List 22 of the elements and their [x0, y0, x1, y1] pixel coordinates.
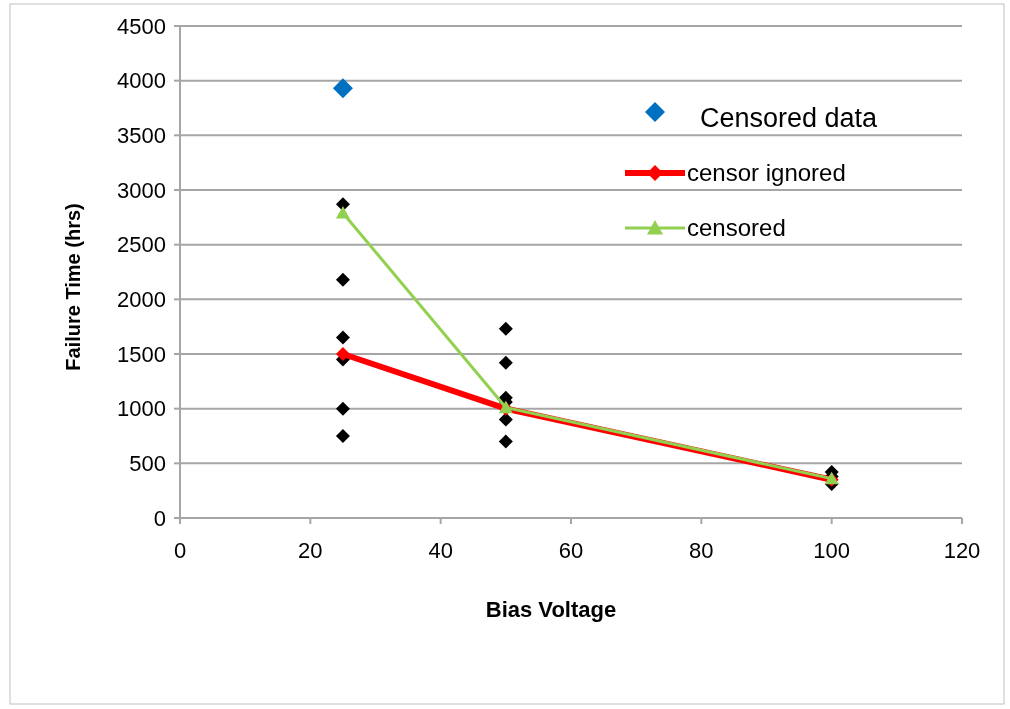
y-axis-title: Failure Time (hrs)	[62, 203, 84, 371]
y-tick-label: 1500	[117, 341, 166, 367]
x-tick-label: 100	[813, 538, 851, 563]
y-tick-label: 4000	[117, 68, 166, 94]
x-tick-label: 120	[943, 538, 981, 563]
y-tick-label: 1000	[117, 396, 166, 422]
y-tick-label: 3500	[117, 123, 166, 149]
y-tick-label: 4500	[117, 13, 166, 39]
x-tick-label: 60	[558, 538, 584, 563]
x-tick-label: 40	[428, 538, 453, 563]
y-tick-label: 2000	[117, 287, 166, 313]
y-tick-label: 3000	[117, 177, 166, 203]
y-tick-label: 2500	[117, 232, 166, 258]
legend-label: Censored data	[700, 103, 879, 134]
x-axis-title: Bias Voltage	[485, 597, 617, 622]
x-tick-label: 0	[173, 538, 187, 563]
legend-label: censor ignored	[687, 159, 846, 187]
y-tick-label: 0	[153, 505, 166, 531]
x-tick-label: 20	[298, 538, 323, 563]
legend-label: censored	[687, 214, 786, 242]
x-tick-label: 80	[689, 538, 714, 563]
y-tick-label: 500	[129, 451, 166, 477]
